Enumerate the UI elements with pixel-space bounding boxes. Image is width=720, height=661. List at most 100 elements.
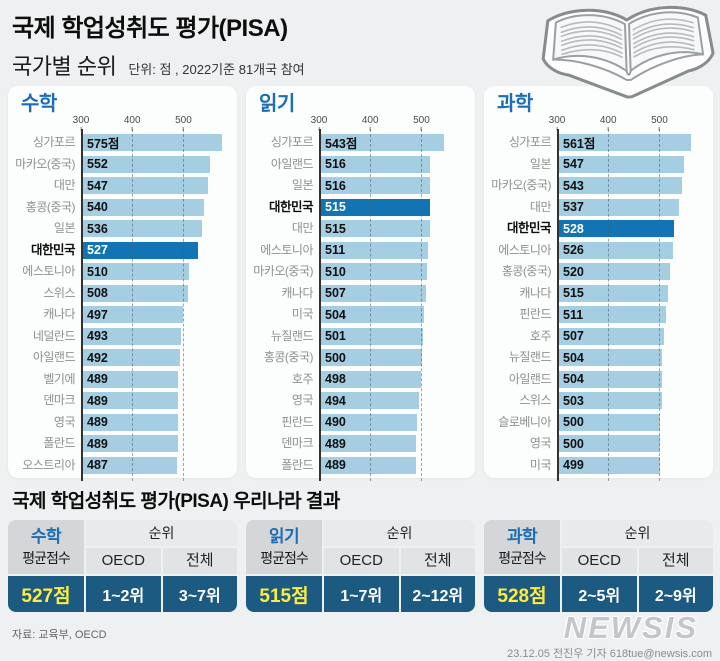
score-bar: 494 xyxy=(321,392,420,410)
score-bar: 501 xyxy=(321,327,423,345)
bar-row: 508 xyxy=(81,283,227,305)
bar-row: 540 xyxy=(81,197,227,219)
open-book-icon xyxy=(541,5,715,99)
bar-row: 504 xyxy=(319,304,465,326)
score-bar: 490 xyxy=(321,413,417,431)
score-value: 487 xyxy=(87,458,108,473)
score-bar: 503 xyxy=(559,392,662,410)
source-note: 자료: 교육부, OECD xyxy=(12,629,107,641)
country-label: 폴란드 xyxy=(43,436,75,450)
score-value: 515 xyxy=(563,286,584,301)
subject-label: 과학 xyxy=(506,527,538,546)
score-value: 492 xyxy=(87,350,108,365)
country-label: 슬로베니아 xyxy=(498,414,551,429)
bar-row: 499 xyxy=(557,455,703,477)
score-bar: 504 xyxy=(559,349,663,367)
score-bar: 499 xyxy=(559,456,660,474)
axis-ticks: 300 400 500 xyxy=(311,116,465,131)
bar-row: 497 xyxy=(81,304,227,326)
rank-header-cell: 순위 xyxy=(86,520,237,546)
total-header-cell: 전체 xyxy=(162,548,237,574)
score-value: 552 xyxy=(87,157,108,172)
score-bar-highlighted: 528 xyxy=(559,220,675,238)
score-bar: 511 xyxy=(559,306,666,324)
oecd-rank-value: 2~5위 xyxy=(562,576,637,612)
score-value: 497 xyxy=(87,307,108,322)
score-value: 528 xyxy=(563,221,584,236)
bar-row: 489 xyxy=(81,390,227,412)
bar-row: 510 xyxy=(81,261,227,283)
unit-note: 단위: 점 , 2022기준 81개국 참여 xyxy=(128,62,305,77)
bar-row: 537 xyxy=(557,197,703,219)
chart-body: 싱가포르 아일랜드 일본 대한민국 대만 에스토니아 마카오(중국) 캐나다 미국 뉴질랜드 홍콩(… xyxy=(246,129,475,481)
bar-row: 507 xyxy=(557,326,703,348)
country-label: 스위스 xyxy=(43,285,75,300)
score-value: 516 xyxy=(325,178,346,193)
score-bar: 536 xyxy=(83,220,203,238)
bar-row: 547 xyxy=(557,154,703,176)
bar-row: 504 xyxy=(557,347,703,369)
score-value: 500 xyxy=(563,436,584,451)
avg-score-value: 515점 xyxy=(246,576,322,612)
country-label: 마카오(중국) xyxy=(253,264,313,278)
country-label: 홍콩(중국) xyxy=(25,199,76,214)
bar-row: 515 xyxy=(319,197,465,219)
score-value: 494 xyxy=(325,393,346,408)
page-title: 국제 학업성취도 평가(PISA) xyxy=(12,15,288,42)
score-bar: 510 xyxy=(321,263,428,281)
bar-row: 507 xyxy=(319,283,465,305)
score-value: 489 xyxy=(325,458,346,473)
country-label: 홍콩(중국) xyxy=(263,350,314,364)
bar-row: 504 xyxy=(557,369,703,391)
oecd-rank-value: 1~7위 xyxy=(324,576,399,612)
axis-ticks: 300 400 500 xyxy=(549,116,703,131)
total-header-cell: 전체 xyxy=(638,548,713,574)
bar-row: 528 xyxy=(557,218,703,240)
country-label: 캐나다 xyxy=(43,307,75,321)
score-value: 508 xyxy=(87,286,108,301)
gridline xyxy=(421,129,423,481)
country-label: 일본 xyxy=(53,221,76,235)
avg-score-value: 528점 xyxy=(484,576,560,612)
avg-score-label: 평균점수 xyxy=(22,550,71,566)
country-label: 벨기에 xyxy=(43,371,75,386)
bar-row: 515 xyxy=(319,218,465,240)
score-value: 515 xyxy=(325,200,346,215)
country-label: 핀란드 xyxy=(281,414,313,429)
gridline xyxy=(608,129,610,481)
page-subtitle-row: 국가별 순위 단위: 점 , 2022기준 81개국 참여 xyxy=(12,49,305,81)
country-label: 대한민국 xyxy=(30,242,76,257)
country-label: 미국 xyxy=(291,307,314,321)
score-value: 501 xyxy=(325,329,346,344)
score-bar: 537 xyxy=(559,198,679,216)
country-label: 영국 xyxy=(291,393,314,407)
bar-row: 516 xyxy=(319,154,465,176)
score-bar: 489 xyxy=(321,456,417,474)
chart-title-reading: 읽기 xyxy=(259,93,295,115)
score-value: 507 xyxy=(563,329,584,344)
bar-plot: 575점 552 547 540 536 527 510 508 497 493 492 489 489… xyxy=(81,129,227,481)
axis-line xyxy=(557,129,559,481)
score-bar: 520 xyxy=(559,263,671,281)
score-value: 489 xyxy=(87,393,108,408)
score-value: 511 xyxy=(325,243,346,258)
score-bar: 540 xyxy=(83,198,205,216)
bar-row: 536 xyxy=(81,218,227,240)
avg-score-header-cell: 읽기 평균점수 xyxy=(246,520,322,574)
score-value: 510 xyxy=(87,264,108,279)
avg-score-value: 527점 xyxy=(8,576,84,612)
avg-score-header-cell: 수학 평균점수 xyxy=(8,520,84,574)
country-label: 오스트리아 xyxy=(22,457,75,472)
score-bar: 552 xyxy=(83,155,211,173)
score-value: 520 xyxy=(563,264,584,279)
chart-title-science: 과학 xyxy=(497,93,533,115)
score-bar: 510 xyxy=(83,263,190,281)
country-label: 캐나다 xyxy=(519,285,551,300)
bar-row: 487 xyxy=(81,455,227,477)
gridline xyxy=(370,129,372,481)
score-value: 489 xyxy=(325,436,346,451)
bar-row: 526 xyxy=(557,240,703,262)
country-label: 뉴질랜드 xyxy=(270,328,314,343)
country-label: 에스토니아 xyxy=(22,264,75,278)
country-label: 영국 xyxy=(529,436,552,450)
